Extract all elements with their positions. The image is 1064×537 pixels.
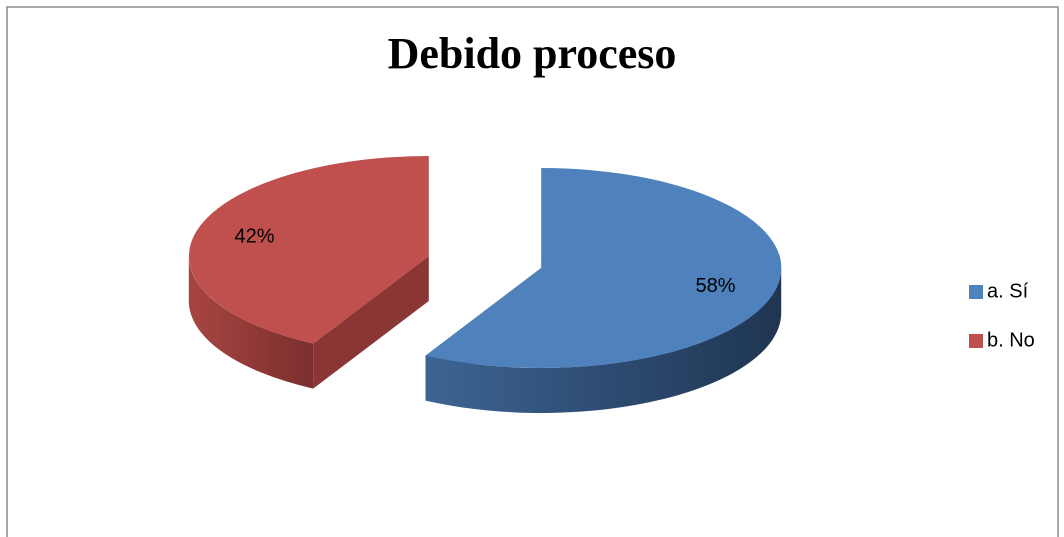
- legend-label: a. Sí: [987, 280, 1029, 302]
- legend-label: b. No: [987, 329, 1035, 351]
- legend-swatch: [969, 285, 983, 299]
- pie: 58% 42%: [188, 156, 782, 413]
- legend: a. Sí b. No: [969, 280, 1035, 351]
- pie-slice: [425, 167, 782, 368]
- legend-swatch: [969, 334, 983, 348]
- chart-title: Debido proceso: [388, 29, 677, 78]
- pie-slice: [188, 156, 429, 344]
- slice-wall: [313, 256, 429, 389]
- chart-frame: [6, 6, 1059, 537]
- data-label: 42%: [234, 226, 274, 248]
- slice-side: [425, 268, 782, 413]
- data-label: 58%: [696, 275, 736, 297]
- slice-side: [188, 256, 314, 389]
